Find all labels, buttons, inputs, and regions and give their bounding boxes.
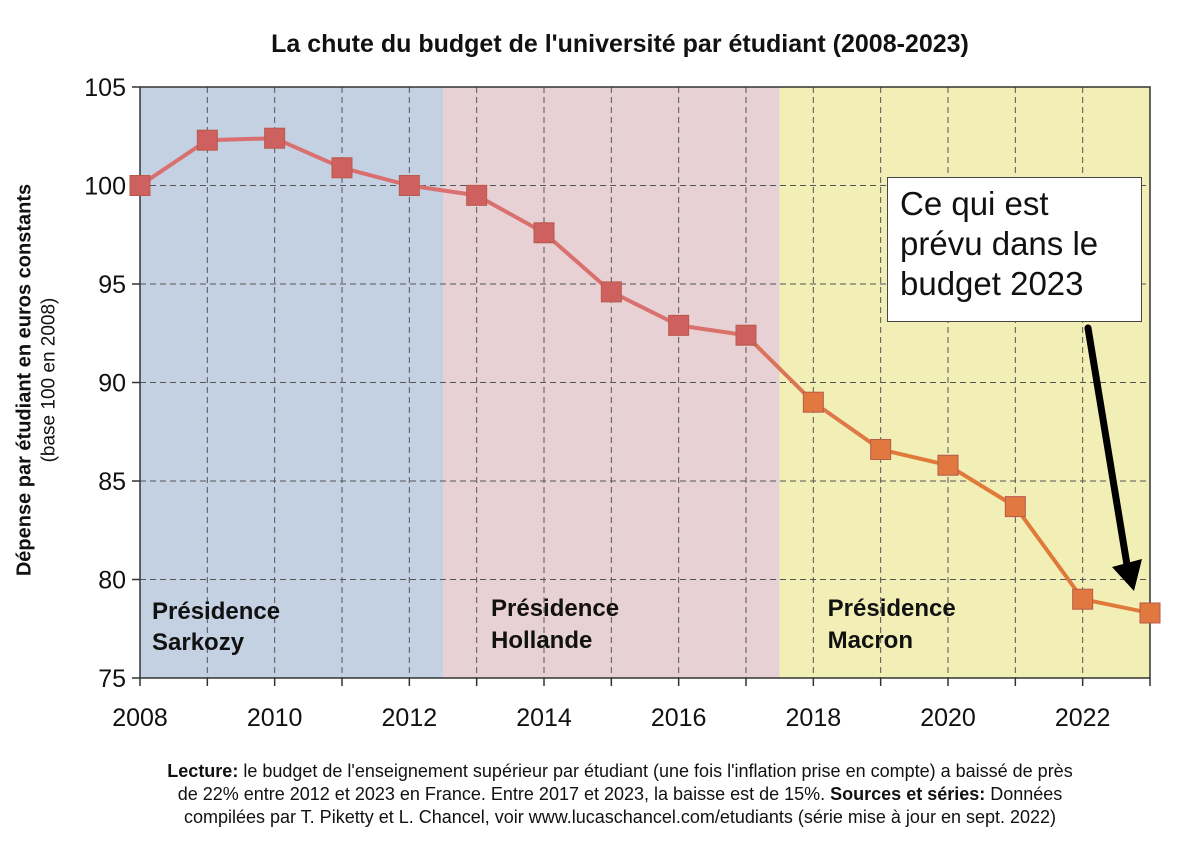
arrow-shaft bbox=[1084, 324, 1132, 575]
data-point bbox=[129, 175, 151, 196]
y-tick-label: 100 bbox=[84, 173, 126, 201]
data-point bbox=[1139, 602, 1161, 624]
region-labels: Présidence Sarkozy Présidence Hollande Prési… bbox=[152, 595, 956, 656]
data-point bbox=[1072, 588, 1094, 610]
footer-line-2: de 22% entre 2012 et 2023 en France. Ent… bbox=[40, 783, 1200, 806]
data-point bbox=[533, 222, 555, 244]
data-point bbox=[668, 314, 690, 336]
region-label-hollande-line-2: Hollande bbox=[491, 627, 592, 654]
y-tick-label: 90 bbox=[98, 370, 126, 398]
annotation-box: Ce qui est prévu dans le budget 2023 bbox=[887, 177, 1142, 322]
data-point bbox=[735, 324, 757, 346]
chart-title: La chute du budget de l'université par é… bbox=[271, 30, 969, 58]
y-tick-label: 80 bbox=[98, 567, 126, 595]
y-axis: 75 80 85 90 95 100 105 bbox=[84, 74, 140, 693]
data-point bbox=[196, 129, 218, 151]
x-tick-label: 2014 bbox=[516, 704, 572, 732]
x-tick-label: 2012 bbox=[382, 704, 438, 732]
footer-line-1-text: le budget de l'enseignement supérieur pa… bbox=[238, 761, 1073, 781]
arrow-head bbox=[1112, 558, 1142, 591]
data-point bbox=[264, 127, 286, 149]
footer-line-2-end: Données bbox=[985, 784, 1063, 804]
region-label-macron-line-2: Macron bbox=[828, 627, 913, 654]
data-point bbox=[398, 175, 420, 196]
region-label-sarkozy-line-2: Sarkozy bbox=[152, 629, 245, 656]
data-point bbox=[466, 184, 488, 206]
x-tick-label: 2008 bbox=[112, 704, 168, 732]
data-markers bbox=[129, 127, 1161, 624]
x-tick-label: 2010 bbox=[247, 704, 303, 732]
x-tick-label: 2022 bbox=[1055, 704, 1111, 732]
region-label-hollande-line-1: Présidence bbox=[491, 595, 619, 622]
x-axis: 2008 2010 2012 2014 2016 2018 2020 2022 bbox=[112, 678, 1151, 732]
footer-line-1: Lecture: le budget de l'enseignement sup… bbox=[40, 760, 1200, 783]
data-point bbox=[937, 454, 959, 476]
annotation-line-2: prévu dans le bbox=[900, 225, 1099, 262]
x-tick-label: 2018 bbox=[786, 704, 842, 732]
data-point bbox=[1004, 496, 1026, 518]
region-label-sarkozy-line-1: Présidence bbox=[152, 598, 280, 625]
x-tick-label: 2016 bbox=[651, 704, 707, 732]
y-tick-label: 75 bbox=[98, 665, 126, 693]
footer-sources-label: Sources et séries: bbox=[830, 784, 986, 804]
x-tick-label: 2020 bbox=[920, 704, 976, 732]
annotation-arrow bbox=[1084, 324, 1142, 591]
footer-note: Lecture: le budget de l'enseignement sup… bbox=[40, 760, 1200, 829]
annotation-line-1: Ce qui est bbox=[900, 185, 1049, 222]
data-point bbox=[870, 438, 892, 460]
y-tick-label: 85 bbox=[98, 468, 126, 496]
data-point bbox=[600, 281, 622, 303]
footer-line-3: compilées par T. Piketty et L. Chancel, … bbox=[183, 807, 1057, 827]
data-line bbox=[138, 136, 1151, 615]
footer-line-2-text: de 22% entre 2012 et 2023 en France. Ent… bbox=[177, 784, 831, 804]
footer-lecture-label: Lecture: bbox=[167, 761, 239, 781]
data-point bbox=[331, 157, 353, 179]
region-label-macron-line-1: Présidence bbox=[828, 595, 956, 622]
annotation-line-3: budget 2023 bbox=[900, 265, 1084, 302]
y-tick-label: 95 bbox=[98, 271, 126, 299]
data-point bbox=[802, 391, 824, 413]
series-line bbox=[138, 136, 1151, 615]
y-tick-label: 105 bbox=[84, 74, 126, 102]
